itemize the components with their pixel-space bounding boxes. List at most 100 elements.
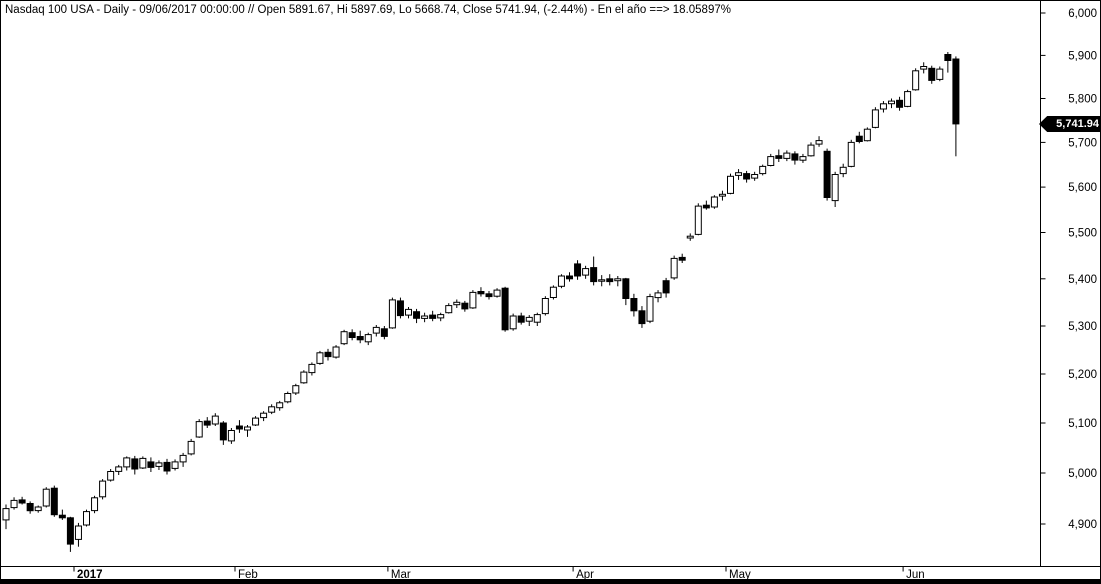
candle-body-2017-03-09: [437, 314, 445, 319]
candle-body-2017-01-25: [195, 421, 203, 438]
candle-body-2017-04-19: [662, 280, 670, 294]
y-tick-label-5000: 5,000: [1068, 468, 1097, 480]
candle-body-2017-04-24: [686, 235, 694, 239]
candle-body-2017-01-12: [131, 458, 139, 470]
candle-body-2017-06-09: [952, 58, 960, 125]
candle-body-2017-02-07: [268, 406, 276, 413]
candle-body-2017-03-03: [405, 308, 412, 316]
x-tick-label-2017: 2017: [77, 569, 103, 581]
candle-body-2017-03-06: [413, 311, 421, 319]
candle-body-2017-01-06: [99, 480, 107, 498]
candle-body-2017-01-30: [219, 422, 227, 441]
candle-body-2017-04-20: [670, 257, 678, 279]
candle-body-2017-02-21: [340, 331, 348, 345]
candle-body-2017-04-06: [598, 279, 606, 282]
candle-body-2017-05-23: [855, 135, 863, 142]
candle-body-2017-05-12: [799, 156, 807, 161]
candle-body-2017-04-21: [678, 256, 686, 261]
candle-body-2017-02-15: [316, 352, 324, 364]
candle-body-2017-05-16: [815, 140, 823, 145]
x-tick-label-Mar: Mar: [391, 569, 411, 581]
candle-body-2017-01-11: [123, 457, 131, 468]
candle-body-2017-01-04: [83, 511, 90, 526]
candle-body-2017-03-08: [429, 314, 437, 319]
candle-body-2017-04-26: [702, 204, 710, 209]
y-tick-label-5100: 5,100: [1068, 418, 1097, 430]
candle-body-2016-12-30: [66, 517, 74, 545]
candle-body-2017-01-23: [179, 454, 187, 463]
candle-body-2017-02-08: [276, 402, 284, 409]
candle-body-2017-05-18: [831, 174, 839, 202]
candle-body-2017-05-15: [807, 144, 815, 157]
candle-body-2017-01-31: [227, 430, 235, 442]
candle-body-2017-01-17: [147, 461, 155, 468]
candle-body-2017-04-05: [590, 267, 598, 283]
candle-body-2017-03-16: [477, 291, 485, 295]
candle-body-2017-04-11: [622, 278, 630, 299]
candle-body-2017-04-10: [614, 278, 622, 282]
candle-body-2016-12-22: [26, 503, 34, 512]
candle-body-2017-03-22: [509, 315, 517, 330]
y-tick-label-5300: 5,300: [1068, 321, 1097, 333]
candle-body-2017-02-14: [308, 363, 316, 374]
candle-body-2017-03-30: [557, 275, 565, 287]
candle-body-2017-03-29: [549, 286, 557, 299]
candle-body-2017-02-06: [260, 412, 268, 419]
candle-body-2017-04-13: [638, 310, 646, 325]
candle-body-2017-01-18: [155, 462, 163, 467]
candle-body-2017-05-26: [879, 103, 887, 110]
candle-body-2017-04-28: [718, 193, 726, 197]
candle-body-2017-04-25: [694, 205, 702, 235]
candle-body-2017-04-27: [710, 196, 718, 208]
candle-body-2017-04-07: [606, 278, 614, 283]
candle-body-2016-12-27: [42, 488, 50, 507]
last-price-value: 5,741.94: [1056, 118, 1099, 130]
candle-body-2017-03-07: [421, 315, 429, 319]
candle-body-2017-04-04: [582, 268, 590, 276]
candle-body-2017-01-13: [139, 457, 147, 469]
x-tick-label-May: May: [729, 569, 751, 581]
candle-body-2017-06-05: [920, 66, 928, 70]
candle-body-2017-03-01: [388, 299, 396, 329]
candle-body-2017-03-28: [541, 298, 549, 315]
candle-body-2017-05-01: [727, 175, 734, 194]
x-tick-label-Apr: Apr: [576, 569, 594, 581]
candle-body-2017-02-13: [300, 371, 308, 384]
candle-body-2016-12-20: [10, 499, 18, 509]
candle-body-2017-05-19: [839, 166, 847, 175]
candle-body-2017-02-16: [324, 351, 332, 358]
candle-body-2017-05-05: [759, 165, 767, 175]
y-tick-label-5700: 5,700: [1068, 137, 1097, 149]
candle-body-2017-01-05: [91, 497, 99, 512]
candle-body-2016-12-19: [2, 508, 10, 521]
candle-body-2017-01-10: [115, 466, 123, 472]
bottom-bar: [1, 579, 1100, 583]
last-price-tag: 5,741.94: [1039, 116, 1100, 132]
candle-body-2016-12-21: [18, 499, 26, 504]
chart-title: Nasdaq 100 USA - Daily - 09/06/2017 00:0…: [5, 4, 731, 16]
candle-body-2017-02-23: [356, 336, 364, 341]
candle-body-2017-02-03: [252, 417, 260, 426]
candle-body-2017-03-20: [493, 289, 501, 297]
candle-body-2017-02-01: [235, 425, 243, 430]
x-tick-label-Jun: Jun: [906, 569, 925, 581]
candle-body-2017-02-17: [332, 346, 340, 358]
candle-body-2017-06-01: [904, 91, 912, 107]
y-tick-label-5200: 5,200: [1068, 369, 1097, 381]
candle-body-2017-01-20: [171, 461, 179, 469]
candle-body-2017-02-09: [284, 393, 292, 403]
y-tick-label-5800: 5,800: [1068, 94, 1097, 106]
candle-body-2017-01-03: [74, 525, 82, 540]
candle-body-2016-12-28: [50, 487, 58, 516]
y-tick-label-5900: 5,900: [1068, 50, 1097, 62]
y-tick-label-5400: 5,400: [1068, 274, 1097, 286]
x-tick-label-Feb: Feb: [238, 569, 258, 581]
candle-body-2017-01-26: [203, 420, 211, 426]
candle-body-2016-12-29: [58, 514, 66, 519]
candle-body-2017-05-04: [751, 174, 759, 179]
candle-body-2017-03-02: [396, 300, 404, 317]
candle-body-2017-06-08: [944, 54, 952, 61]
candle-body-2017-01-19: [163, 461, 171, 472]
